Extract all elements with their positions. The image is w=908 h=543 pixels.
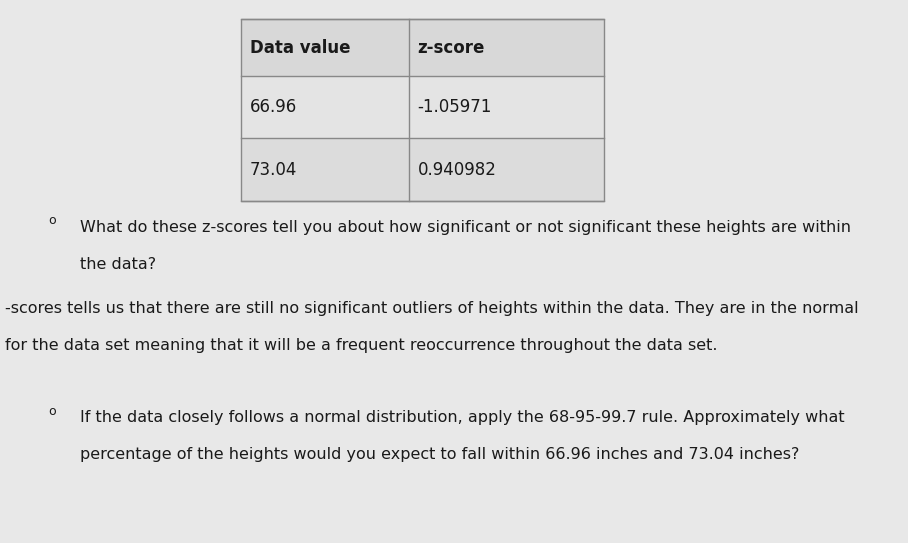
Text: What do these z-scores tell you about how significant or not significant these h: What do these z-scores tell you about ho…: [80, 220, 851, 235]
Text: -1.05971: -1.05971: [418, 98, 492, 116]
FancyBboxPatch shape: [241, 19, 604, 76]
Text: for the data set meaning that it will be a frequent reoccurrence throughout the : for the data set meaning that it will be…: [5, 338, 717, 353]
Text: Data value: Data value: [250, 39, 350, 56]
FancyBboxPatch shape: [241, 76, 604, 138]
Bar: [241, 19, 604, 201]
Text: 0.940982: 0.940982: [418, 161, 497, 179]
Text: -scores tells us that there are still no significant outliers of heights within : -scores tells us that there are still no…: [5, 301, 858, 317]
Text: 66.96: 66.96: [250, 98, 297, 116]
Text: percentage of the heights would you expect to fall within 66.96 inches and 73.04: percentage of the heights would you expe…: [80, 447, 799, 462]
FancyBboxPatch shape: [241, 138, 604, 201]
Text: o: o: [48, 214, 55, 228]
Text: If the data closely follows a normal distribution, apply the 68-95-99.7 rule. Ap: If the data closely follows a normal dis…: [80, 410, 844, 425]
Text: the data?: the data?: [80, 257, 156, 272]
Text: z-score: z-score: [418, 39, 485, 56]
Text: 73.04: 73.04: [250, 161, 297, 179]
Text: o: o: [48, 405, 55, 418]
